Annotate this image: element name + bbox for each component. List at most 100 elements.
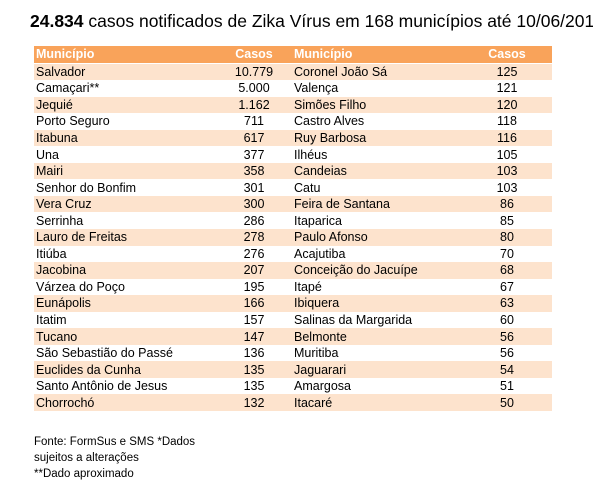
cell-municipio-left: Chorrochó [34, 394, 216, 412]
table-row: Salvador 10.779 Coronel João Sá 125 [34, 63, 552, 81]
cell-municipio-right: Itacaré [292, 394, 462, 412]
cell-municipio-right: Salinas da Margarida [292, 311, 462, 329]
cell-casos-left: 278 [216, 229, 292, 246]
table-row: Itiúba 276 Acajutiba 70 [34, 245, 552, 263]
cell-casos-right: 103 [462, 179, 552, 196]
cell-municipio-left: Várzea do Poço [34, 278, 216, 296]
cell-casos-right: 125 [462, 63, 552, 81]
cell-casos-right: 68 [462, 262, 552, 279]
table-row: Mairi 358 Candeias 103 [34, 162, 552, 180]
cell-casos-right: 54 [462, 361, 552, 378]
cell-casos-left: 166 [216, 295, 292, 312]
cell-municipio-left: Eunápolis [34, 295, 216, 312]
cell-municipio-right: Simões Filho [292, 96, 462, 114]
cell-municipio-left: Serrinha [34, 212, 216, 230]
cell-municipio-right: Muritiba [292, 344, 462, 362]
cell-municipio-right: Coronel João Sá [292, 63, 462, 81]
cell-casos-left: 711 [216, 113, 292, 130]
footnote-approx: **Dado aproximado [34, 468, 134, 480]
cell-municipio-left: Senhor do Bonfim [34, 179, 216, 196]
table-row: Jequié 1.162 Simões Filho 120 [34, 96, 552, 114]
cell-municipio-left: Tucano [34, 328, 216, 345]
table-row: Eunápolis 166 Ibiquera 63 [34, 295, 552, 312]
cell-casos-right: 86 [462, 195, 552, 213]
cell-municipio-right: Ruy Barbosa [292, 129, 462, 147]
table-row: Várzea do Poço 195 Itapé 67 [34, 278, 552, 296]
cell-casos-right: 56 [462, 328, 552, 345]
cell-municipio-right: Valença [292, 80, 462, 97]
table-row: Jacobina 207 Conceição do Jacuípe 68 [34, 262, 552, 279]
cell-casos-left: 135 [216, 361, 292, 378]
table-row: Camaçari** 5.000 Valença 121 [34, 80, 552, 97]
table-row: Senhor do Bonfim 301 Catu 103 [34, 179, 552, 196]
cell-casos-left: 132 [216, 394, 292, 412]
cell-casos-left: 207 [216, 262, 292, 279]
table-row: Serrinha 286 Itaparica 85 [34, 212, 552, 230]
table-row: Porto Seguro 711 Castro Alves 118 [34, 113, 552, 130]
cell-municipio-right: Paulo Afonso [292, 229, 462, 246]
cases-table: Município Casos Município Casos Salvador… [34, 46, 552, 412]
cell-casos-left: 147 [216, 328, 292, 345]
cell-casos-left: 300 [216, 195, 292, 213]
table-row: Euclides da Cunha 135 Jaguarari 54 [34, 361, 552, 378]
header-municipio-left: Município [34, 46, 216, 64]
cell-municipio-right: Conceição do Jacuípe [292, 262, 462, 279]
cell-municipio-left: Porto Seguro [34, 113, 216, 130]
cell-casos-right: 51 [462, 377, 552, 395]
cell-casos-right: 50 [462, 394, 552, 412]
cell-casos-left: 135 [216, 377, 292, 395]
cell-municipio-left: Camaçari** [34, 80, 216, 97]
header-municipio-right: Município [292, 46, 462, 64]
cell-municipio-right: Castro Alves [292, 113, 462, 130]
cell-casos-right: 56 [462, 344, 552, 362]
cell-municipio-left: Itabuna [34, 129, 216, 147]
cell-municipio-right: Acajutiba [292, 245, 462, 263]
title-case-count: 24.834 [30, 11, 84, 31]
cell-casos-left: 195 [216, 278, 292, 296]
cell-casos-right: 116 [462, 129, 552, 147]
header-casos-left: Casos [216, 46, 292, 64]
cell-casos-right: 63 [462, 295, 552, 312]
cell-municipio-right: Ilhéus [292, 146, 462, 163]
cell-casos-right: 80 [462, 229, 552, 246]
cell-casos-right: 105 [462, 146, 552, 163]
cell-casos-left: 301 [216, 179, 292, 196]
table-row: Itatim 157 Salinas da Margarida 60 [34, 311, 552, 329]
table-row: Una 377 Ilhéus 105 [34, 146, 552, 163]
cell-municipio-left: Lauro de Freitas [34, 229, 216, 246]
cell-casos-left: 286 [216, 212, 292, 230]
cell-casos-left: 10.779 [216, 63, 292, 81]
table-row: Santo Antônio de Jesus 135 Amargosa 51 [34, 377, 552, 395]
cell-casos-left: 157 [216, 311, 292, 329]
cell-municipio-right: Candeias [292, 162, 462, 180]
cell-municipio-left: Santo Antônio de Jesus [34, 377, 216, 395]
footnote: Fonte: FormSus e SMS *Dados sujeitos a a… [34, 434, 195, 482]
cell-municipio-left: Salvador [34, 63, 216, 81]
cell-casos-left: 358 [216, 162, 292, 180]
title-text: casos notificados de Zika Vírus em 168 m… [83, 11, 593, 31]
cell-casos-left: 136 [216, 344, 292, 362]
cell-casos-right: 103 [462, 162, 552, 180]
table-row: São Sebastião do Passé 136 Muritiba 56 [34, 344, 552, 362]
table-row: Chorrochó 132 Itacaré 50 [34, 394, 552, 412]
table-body: Salvador 10.779 Coronel João Sá 125 Camaçari… [34, 63, 552, 412]
cell-municipio-right: Itapé [292, 278, 462, 296]
cell-municipio-right: Amargosa [292, 377, 462, 395]
table-row: Vera Cruz 300 Feira de Santana 86 [34, 195, 552, 213]
cell-municipio-left: Vera Cruz [34, 195, 216, 213]
cell-casos-right: 67 [462, 278, 552, 296]
cell-casos-left: 377 [216, 146, 292, 163]
footnote-disclaimer: sujeitos a alterações [34, 452, 139, 464]
table-row: Itabuna 617 Ruy Barbosa 116 [34, 129, 552, 147]
cell-municipio-left: São Sebastião do Passé [34, 344, 216, 362]
cell-municipio-left: Itatim [34, 311, 216, 329]
cell-municipio-right: Jaguarari [292, 361, 462, 378]
page-title: 24.834 casos notificados de Zika Vírus e… [30, 10, 593, 32]
table-header-row: Município Casos Município Casos [34, 46, 552, 64]
cell-municipio-left: Jacobina [34, 262, 216, 279]
cell-casos-right: 118 [462, 113, 552, 130]
cell-municipio-right: Itaparica [292, 212, 462, 230]
cell-municipio-right: Belmonte [292, 328, 462, 345]
cell-municipio-right: Ibiquera [292, 295, 462, 312]
cell-casos-right: 70 [462, 245, 552, 263]
